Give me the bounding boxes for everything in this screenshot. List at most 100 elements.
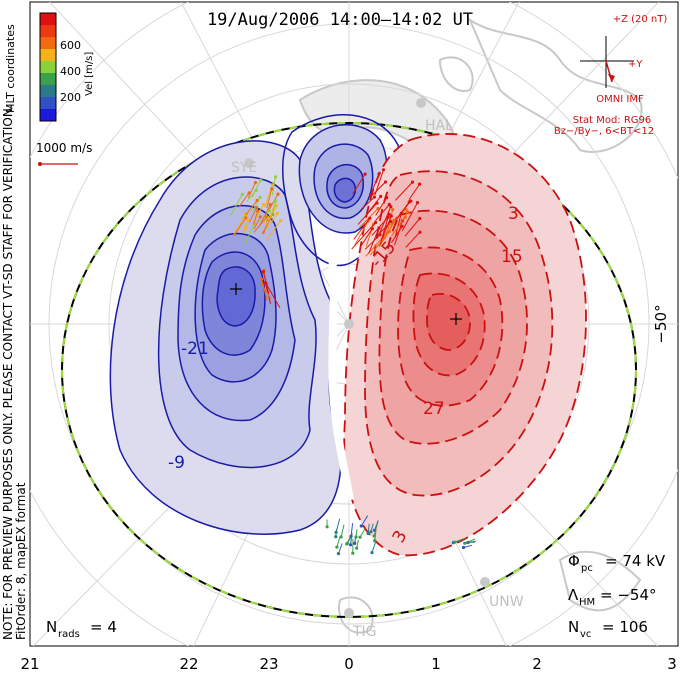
velocity-vector: [271, 176, 276, 196]
vector-origin: [389, 214, 393, 218]
vector-origin: [410, 180, 415, 184]
vector-origin: [409, 199, 413, 203]
vector-origin: [418, 216, 422, 221]
vector-origin: [349, 534, 353, 538]
nvc-subscript: vc: [580, 629, 591, 640]
vector-origin: [256, 209, 260, 213]
vector-origin: [354, 535, 358, 539]
vector-origin: [355, 546, 359, 550]
mlt-axis: 21 22 23 0 1 2 3: [20, 655, 676, 673]
mlt-tick-label: 3: [667, 655, 677, 673]
imf-clock: +Z (20 nT) +Y OMNI IMF Stat Mod: RG96 Bz…: [554, 14, 667, 137]
stat-model: Stat Mod: RG96: [573, 115, 652, 126]
vector-origin: [368, 216, 372, 220]
velocity-vector: [405, 231, 421, 248]
velocity-vector: [265, 283, 281, 309]
velocity-vector: [390, 226, 403, 244]
station-label-unw: UNW: [489, 594, 524, 610]
velocity-vector: [360, 515, 369, 527]
vector-origin: [335, 545, 339, 549]
velocity-vector: [454, 537, 466, 543]
contour-label: -21: [181, 339, 209, 359]
mlt-tick-label: 0: [344, 655, 354, 673]
vector-origin: [254, 188, 258, 192]
vector-origin: [255, 206, 259, 210]
velocity-vector: [261, 278, 268, 301]
velocity-vector: [381, 215, 392, 240]
vector-origin: [274, 203, 278, 208]
nrads-symbol: N: [46, 618, 57, 636]
preview-warning: NOTE: FOR PREVIEW PURPOSES ONLY. PLEASE …: [1, 104, 15, 640]
colorbar-tick: 600: [60, 39, 81, 52]
velocity-vector: [368, 227, 380, 254]
vector-origin: [261, 270, 265, 274]
vector-origin: [279, 219, 283, 223]
station-label-sye: SYE: [231, 160, 257, 176]
vector-origin: [415, 201, 420, 205]
vector-origin: [406, 210, 410, 214]
vector-origin: [418, 182, 422, 186]
vector-origin: [273, 199, 277, 203]
velocity-vector: [394, 200, 412, 222]
velocity-vector: [253, 216, 261, 230]
velocity-vector: [372, 181, 386, 196]
vector-origin: [259, 178, 263, 182]
colorbar-title: Vel [m/s]: [84, 52, 95, 96]
vector-origin: [334, 530, 338, 534]
vector-origin: [244, 216, 248, 220]
vector-origin: [255, 198, 259, 202]
velocity-vector: [268, 193, 279, 210]
colorbar-tick: 200: [60, 91, 81, 104]
mlt-tick-label: 2: [532, 655, 542, 673]
scale-vector-label: 1000 m/s: [36, 141, 92, 155]
velocity-vector: [394, 213, 402, 238]
vector-origin: [267, 209, 271, 213]
dusk-cell: [109, 114, 403, 535]
vector-origin: [381, 168, 386, 172]
vector-origin: [386, 215, 390, 219]
vector-origin: [258, 195, 262, 199]
coordinate-system-label: MLT coordinates: [4, 24, 17, 113]
velocity-vector: [233, 217, 247, 236]
vector-origin: [400, 224, 404, 228]
station-label-tig: TIG: [352, 624, 377, 640]
contour-label: 3: [508, 204, 519, 224]
vector-origin: [334, 535, 338, 539]
velocity-vector: [375, 197, 388, 216]
velocity-vector: [371, 540, 377, 553]
velocity-vector: [352, 173, 366, 195]
velocity-vector: [395, 181, 413, 201]
phi-pc-symbol: Φ: [568, 552, 580, 570]
fit-order: FitOrder: 8, mapEX format: [14, 482, 28, 640]
velocity-vector: [375, 204, 390, 222]
imf-source: OMNI IMF: [596, 94, 644, 105]
latitude-label: −50°: [652, 304, 670, 343]
mlt-tick-label: 22: [179, 655, 198, 673]
velocity-vector: [258, 204, 271, 228]
phi-pc-subscript: pc: [581, 563, 593, 574]
nrads-subscript: rads: [58, 629, 80, 640]
velocity-vectors: [229, 168, 476, 556]
velocity-vector: [374, 169, 384, 196]
vector-origin: [418, 230, 422, 234]
velocity-vector: [351, 222, 376, 250]
nrads-value: = 4: [90, 618, 117, 636]
velocity-vector: [394, 220, 403, 246]
vector-origin: [463, 541, 467, 545]
velocity-vector: [384, 220, 395, 240]
vector-origin: [372, 195, 376, 199]
velocity-vector: [232, 213, 246, 236]
vector-origin: [359, 524, 363, 528]
vector-origin: [339, 535, 343, 539]
vector-origin: [466, 541, 470, 545]
vector-origin: [264, 281, 268, 286]
vector-origin: [375, 201, 379, 205]
vector-origin: [404, 208, 408, 212]
vector-origin: [369, 530, 373, 534]
vector-origin: [383, 180, 388, 184]
station-label-hal: HAL: [425, 118, 453, 134]
velocity-vector: [379, 206, 392, 234]
vector-origin: [253, 180, 258, 185]
vector-origin: [363, 172, 367, 176]
